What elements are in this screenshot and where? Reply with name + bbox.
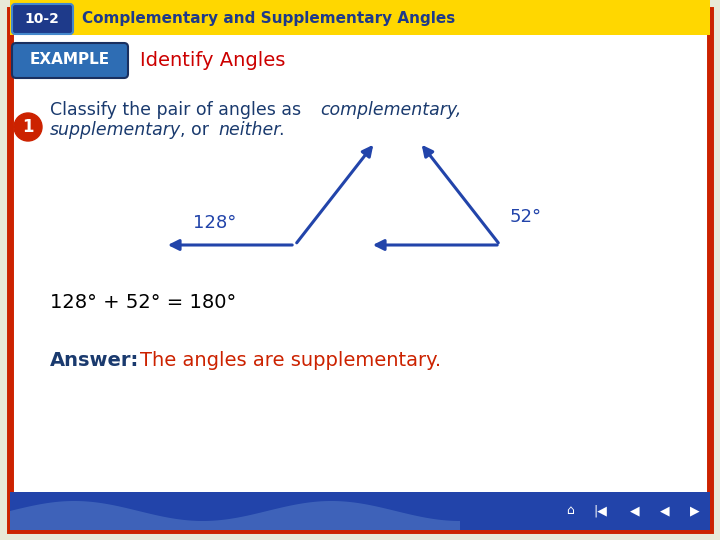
FancyBboxPatch shape — [10, 0, 710, 35]
Text: neither: neither — [218, 121, 280, 139]
FancyBboxPatch shape — [12, 4, 73, 34]
Text: 1: 1 — [22, 118, 34, 136]
Text: 128°: 128° — [193, 214, 237, 232]
Text: ◀: ◀ — [630, 504, 640, 517]
FancyBboxPatch shape — [10, 10, 710, 530]
Text: 52°: 52° — [510, 208, 542, 226]
Text: , or: , or — [180, 121, 215, 139]
Circle shape — [14, 113, 42, 141]
Text: 128° + 52° = 180°: 128° + 52° = 180° — [50, 293, 236, 312]
Text: EXAMPLE: EXAMPLE — [30, 52, 110, 68]
Text: Answer:: Answer: — [50, 350, 139, 369]
Text: 10-2: 10-2 — [24, 12, 60, 26]
Text: Classify the pair of angles as: Classify the pair of angles as — [50, 101, 307, 119]
Text: .: . — [278, 121, 284, 139]
Text: Identify Angles: Identify Angles — [140, 51, 285, 70]
Text: ▶: ▶ — [690, 504, 700, 517]
Text: ⌂: ⌂ — [566, 504, 574, 517]
Text: Complementary and Supplementary Angles: Complementary and Supplementary Angles — [82, 11, 455, 26]
Text: |◀: |◀ — [593, 504, 607, 517]
Text: The angles are supplementary.: The angles are supplementary. — [140, 350, 441, 369]
FancyBboxPatch shape — [12, 43, 128, 78]
FancyBboxPatch shape — [10, 492, 710, 530]
Text: complementary,: complementary, — [320, 101, 462, 119]
Text: supplementary: supplementary — [50, 121, 181, 139]
Text: ◀: ◀ — [660, 504, 670, 517]
Polygon shape — [10, 501, 460, 530]
